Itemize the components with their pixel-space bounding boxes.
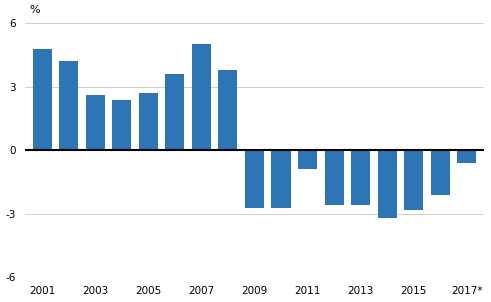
Bar: [86, 95, 105, 150]
Bar: [325, 150, 344, 205]
Bar: [457, 150, 476, 163]
Text: %: %: [29, 5, 40, 15]
Bar: [378, 150, 397, 218]
Bar: [192, 44, 211, 150]
Bar: [404, 150, 423, 210]
Bar: [112, 100, 132, 150]
Bar: [272, 150, 291, 207]
Bar: [298, 150, 317, 169]
Bar: [245, 150, 264, 207]
Bar: [59, 61, 78, 150]
Bar: [33, 49, 52, 150]
Bar: [218, 70, 238, 150]
Bar: [139, 93, 158, 150]
Bar: [351, 150, 370, 205]
Bar: [431, 150, 450, 195]
Bar: [165, 74, 185, 150]
